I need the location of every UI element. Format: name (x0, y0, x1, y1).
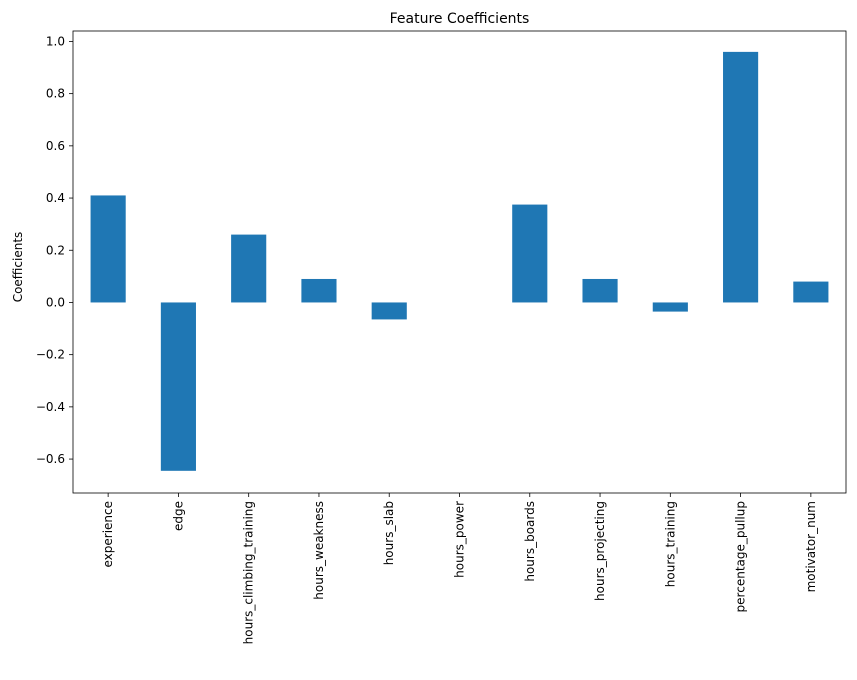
y-tick-label: 0.2 (46, 243, 65, 257)
x-tick-label-motivator_num: motivator_num (804, 501, 818, 592)
chart-title: Feature Coefficients (390, 11, 530, 27)
y-tick-label: 0.6 (46, 139, 65, 153)
y-tick-label: −0.2 (36, 348, 65, 362)
y-tick-label: −0.4 (36, 400, 65, 414)
plot-frame (72, 30, 847, 494)
bar-experience (90, 195, 126, 303)
y-axis-ticks: −0.6 −0.4 −0.2 0.0 0.2 0.4 0.6 0.8 1.0 (36, 34, 73, 466)
x-tick-label-percentage_pullup: percentage_pullup (734, 501, 748, 612)
x-tick-label-hours_projecting: hours_projecting (593, 501, 607, 601)
y-axis-label: Coefficients (11, 232, 25, 303)
bar-hours_boards (512, 204, 548, 303)
bar-edge (160, 302, 196, 471)
bar-hours_training (652, 302, 688, 312)
bar-hours_weakness (301, 278, 337, 303)
x-tick-label-experience: experience (101, 501, 115, 568)
bars (90, 51, 829, 471)
y-tick-label: 0.4 (46, 191, 65, 205)
y-tick-label: 0.8 (46, 87, 65, 101)
x-tick-label-edge: edge (171, 501, 185, 531)
x-tick-label-hours_slab: hours_slab (382, 501, 396, 565)
bar-hours_slab (371, 302, 407, 320)
bar-percentage_pullup (723, 51, 759, 303)
x-tick-label-hours_weakness: hours_weakness (312, 501, 326, 600)
y-tick-label: 0.0 (46, 295, 65, 309)
x-axis-ticks: experience edge hours_climbing_training hou… (101, 493, 818, 644)
y-tick-label: −0.6 (36, 452, 65, 466)
x-tick-label-hours_training: hours_training (663, 501, 677, 587)
x-tick-label-hours_climbing_training: hours_climbing_training (242, 501, 256, 644)
x-tick-label-hours_power: hours_power (453, 501, 467, 578)
x-tick-label-hours_boards: hours_boards (523, 501, 537, 582)
bar-hours_projecting (582, 278, 618, 303)
y-tick-label: 1.0 (46, 34, 65, 48)
bar-hours_climbing_training (231, 234, 267, 303)
bar-motivator_num (793, 281, 829, 303)
